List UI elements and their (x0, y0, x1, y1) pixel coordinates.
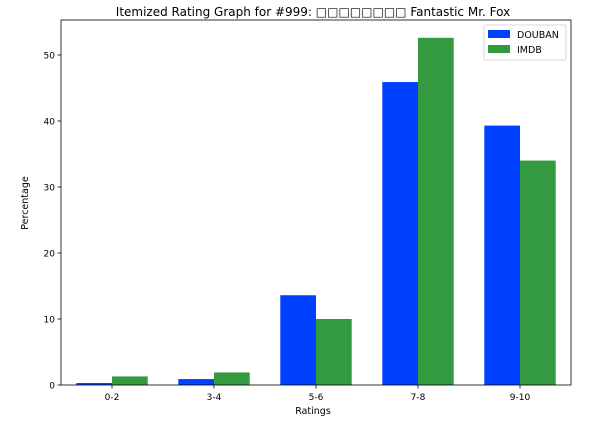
bar-douban-9-10 (484, 125, 520, 386)
y-tick-label: 20 (44, 249, 56, 259)
legend-label-imdb: IMDB (517, 45, 542, 56)
bar-douban-0-2 (76, 383, 112, 385)
bar-douban-7-8 (382, 82, 418, 385)
x-tick-label: 3-4 (207, 393, 222, 403)
bar-imdb-9-10 (520, 160, 556, 385)
x-tick-label: 9-10 (510, 393, 531, 403)
legend-label-douban: DOUBAN (517, 30, 559, 41)
chart-title: Itemized Rating Graph for #999: □□□□□□□□… (116, 5, 510, 19)
y-tick-label: 40 (44, 117, 56, 127)
y-tick-label: 0 (49, 382, 55, 392)
y-axis: 0 10 20 30 40 50 (44, 51, 61, 392)
y-tick-label: 50 (44, 51, 56, 61)
legend-swatch-imdb (488, 45, 510, 53)
x-tick-label: 0-2 (105, 393, 120, 403)
y-axis-label: Percentage (20, 176, 31, 230)
x-tick-label: 7-8 (411, 393, 426, 403)
x-axis: 0-2 3-4 5-6 7-8 9-10 (105, 385, 531, 403)
legend: DOUBAN IMDB (483, 24, 567, 61)
x-axis-label: Ratings (295, 406, 331, 417)
bars-group (76, 37, 556, 386)
y-tick-label: 30 (44, 183, 56, 193)
bar-douban-5-6 (280, 295, 316, 385)
bar-douban-3-4 (178, 379, 214, 385)
bar-imdb-0-2 (112, 376, 148, 385)
y-tick-label: 10 (44, 315, 56, 325)
legend-swatch-douban (488, 30, 510, 38)
bar-imdb-7-8 (418, 37, 454, 385)
x-tick-label: 5-6 (309, 393, 324, 403)
bar-imdb-3-4 (214, 372, 250, 385)
bar-imdb-5-6 (316, 319, 352, 385)
